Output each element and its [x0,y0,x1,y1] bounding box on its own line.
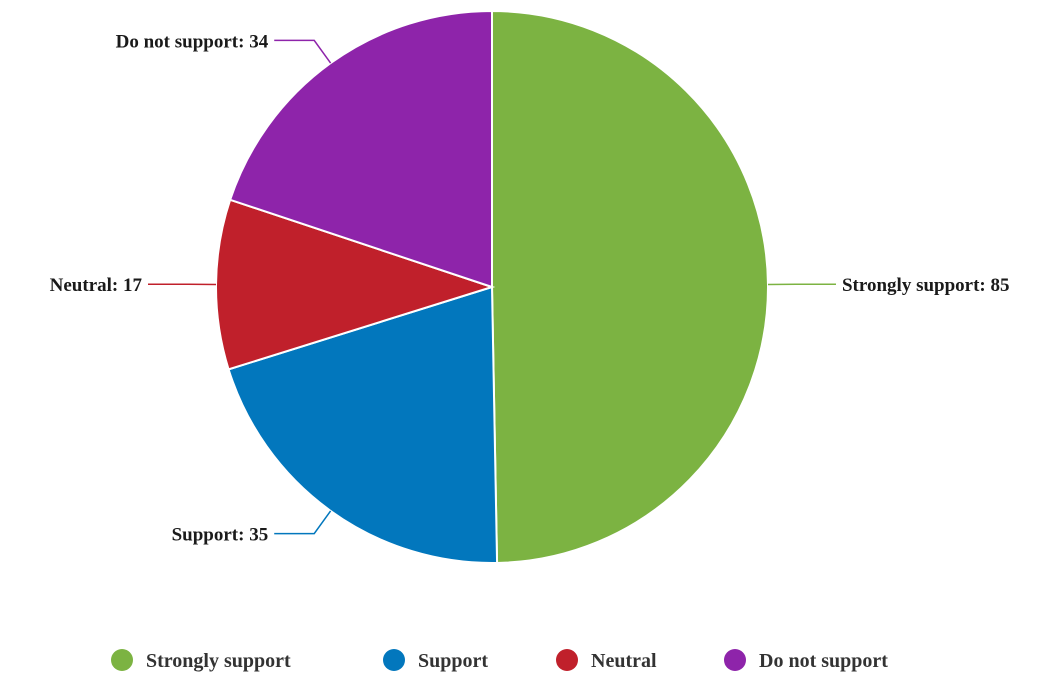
pie-slice-do-not-support[interactable] [228,9,493,289]
data-label-do-not-support: Do not support: 34 [116,31,269,52]
legend-label-support: Support [418,650,488,672]
legend-label-strongly-support: Strongly support [146,650,291,672]
legend-item-strongly-support[interactable]: Strongly support [111,649,291,672]
label-connectors [148,39,836,535]
legend-item-neutral[interactable]: Neutral [556,649,657,672]
legend-item-do-not-support[interactable]: Do not support [724,649,888,672]
connector-support [274,510,332,535]
pie-slices [215,9,769,564]
pie-slice-neutral[interactable] [215,198,496,371]
legend-item-support[interactable]: Support [383,649,488,672]
legend-label-do-not-support: Do not support [759,650,888,672]
data-label-strongly-support: Strongly support: 85 [842,275,1010,296]
data-label-support: Support: 35 [172,525,269,546]
pie-slice-strongly-support[interactable] [491,9,769,564]
legend-marker-neutral [556,649,578,671]
connector-do-not-support [274,39,332,64]
data-labels: Strongly support: 85 Support: 35 Neutral: … [50,31,1010,545]
legend: Strongly support Support Neutral Do not sup… [111,649,888,672]
legend-label-neutral: Neutral [591,650,657,672]
legend-marker-do-not-support [724,649,746,671]
legend-marker-support [383,649,405,671]
legend-marker-strongly-support [111,649,133,671]
pie-slice-support[interactable] [227,285,499,564]
data-label-neutral: Neutral: 17 [50,275,143,296]
